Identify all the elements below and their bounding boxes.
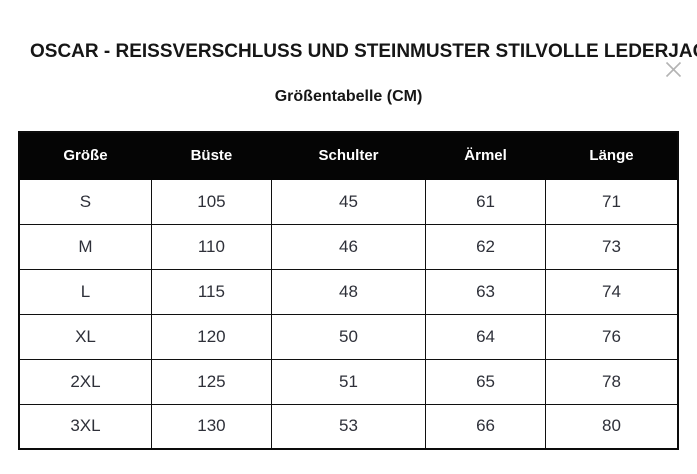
header-row: Größe Büste Schulter Ärmel Länge [18, 131, 679, 180]
size-chart-modal: OSCAR - REISSVERSCHLUSS UND STEINMUSTER … [0, 41, 697, 474]
cell-size: S [18, 178, 152, 225]
cell-size: 3XL [18, 403, 152, 450]
table-row-3xl: 3XL 130 53 66 80 [18, 403, 679, 450]
column-header-length: Länge [545, 131, 679, 180]
cell-size: M [18, 223, 152, 270]
table-row-xl: XL 120 50 64 76 [18, 313, 679, 360]
close-button[interactable] [662, 58, 684, 80]
cell-bust: 105 [150, 178, 272, 225]
table-row-2xl: 2XL 125 51 65 78 [18, 358, 679, 405]
cell-bust: 120 [150, 313, 272, 360]
cell-shoulder: 46 [270, 223, 427, 270]
cell-length: 78 [545, 358, 679, 405]
cell-sleeve: 61 [425, 178, 547, 225]
column-header-size: Größe [18, 131, 152, 180]
size-table: Größe Büste Schulter Ärmel Länge S 105 4… [18, 131, 679, 450]
cell-shoulder: 50 [270, 313, 427, 360]
cell-sleeve: 64 [425, 313, 547, 360]
cell-shoulder: 51 [270, 358, 427, 405]
column-header-shoulder: Schulter [270, 131, 427, 180]
cell-bust: 125 [150, 358, 272, 405]
cell-sleeve: 63 [425, 268, 547, 315]
table-row-m: M 110 46 62 73 [18, 223, 679, 270]
cell-length: 80 [545, 403, 679, 450]
cell-bust: 115 [150, 268, 272, 315]
cell-sleeve: 65 [425, 358, 547, 405]
table-row-l: L 115 48 63 74 [18, 268, 679, 315]
table-row-s: S 105 45 61 71 [18, 178, 679, 225]
cell-length: 76 [545, 313, 679, 360]
cell-shoulder: 45 [270, 178, 427, 225]
cell-bust: 130 [150, 403, 272, 450]
cell-shoulder: 53 [270, 403, 427, 450]
cell-size: 2XL [18, 358, 152, 405]
cell-bust: 110 [150, 223, 272, 270]
cell-sleeve: 66 [425, 403, 547, 450]
cell-size: XL [18, 313, 152, 360]
column-header-bust: Büste [150, 131, 272, 180]
column-header-sleeve: Ärmel [425, 131, 547, 180]
close-icon [665, 61, 682, 78]
size-table-header: Größe Büste Schulter Ärmel Länge [18, 131, 679, 180]
size-chart-subtitle: Größentabelle (CM) [274, 88, 423, 105]
cell-size: L [18, 268, 152, 315]
cell-shoulder: 48 [270, 268, 427, 315]
cell-length: 71 [545, 178, 679, 225]
cell-length: 73 [545, 223, 679, 270]
modal-title: OSCAR - REISSVERSCHLUSS UND STEINMUSTER … [30, 41, 697, 62]
cell-sleeve: 62 [425, 223, 547, 270]
size-table-body: S 105 45 61 71 M 110 46 62 73 L 115 48 6… [18, 178, 679, 450]
cell-length: 74 [545, 268, 679, 315]
